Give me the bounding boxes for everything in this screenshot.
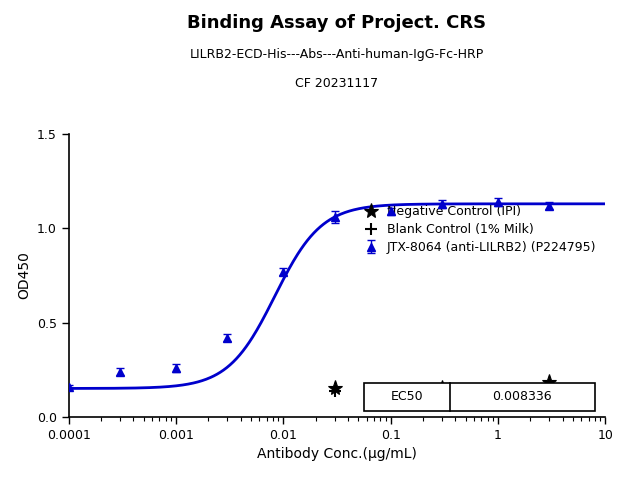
Negative Control (IPI) (331, 385, 338, 390)
Line: Blank Control (1% Milk): Blank Control (1% Milk) (328, 385, 555, 399)
Bar (364, 383, 595, 411)
Negative Control (IPI) (545, 379, 553, 385)
Text: Binding Assay of Project. CRS: Binding Assay of Project. CRS (187, 14, 487, 33)
Line: Negative Control (IPI): Negative Control (IPI) (327, 374, 557, 403)
Text: LILRB2-ECD-His---Abs---Anti-human-IgG-Fc-HRP: LILRB2-ECD-His---Abs---Anti-human-IgG-Fc… (190, 48, 484, 61)
Y-axis label: OD450: OD450 (17, 251, 31, 299)
Blank Control (1% Milk) (545, 390, 553, 396)
Blank Control (1% Milk) (387, 390, 394, 396)
Text: CF 20231117: CF 20231117 (295, 77, 379, 90)
X-axis label: Antibody Conc.(µg/mL): Antibody Conc.(µg/mL) (257, 447, 417, 461)
Text: EC50: EC50 (391, 390, 423, 403)
Blank Control (1% Milk) (438, 388, 446, 394)
Blank Control (1% Milk) (331, 388, 338, 394)
Negative Control (IPI) (438, 385, 446, 390)
Text: 0.008336: 0.008336 (492, 390, 552, 403)
Legend: Negative Control (IPI), Blank Control (1% Milk), JTX-8064 (anti-LILRB2) (P224795: Negative Control (IPI), Blank Control (1… (359, 203, 599, 257)
Negative Control (IPI) (387, 392, 394, 398)
